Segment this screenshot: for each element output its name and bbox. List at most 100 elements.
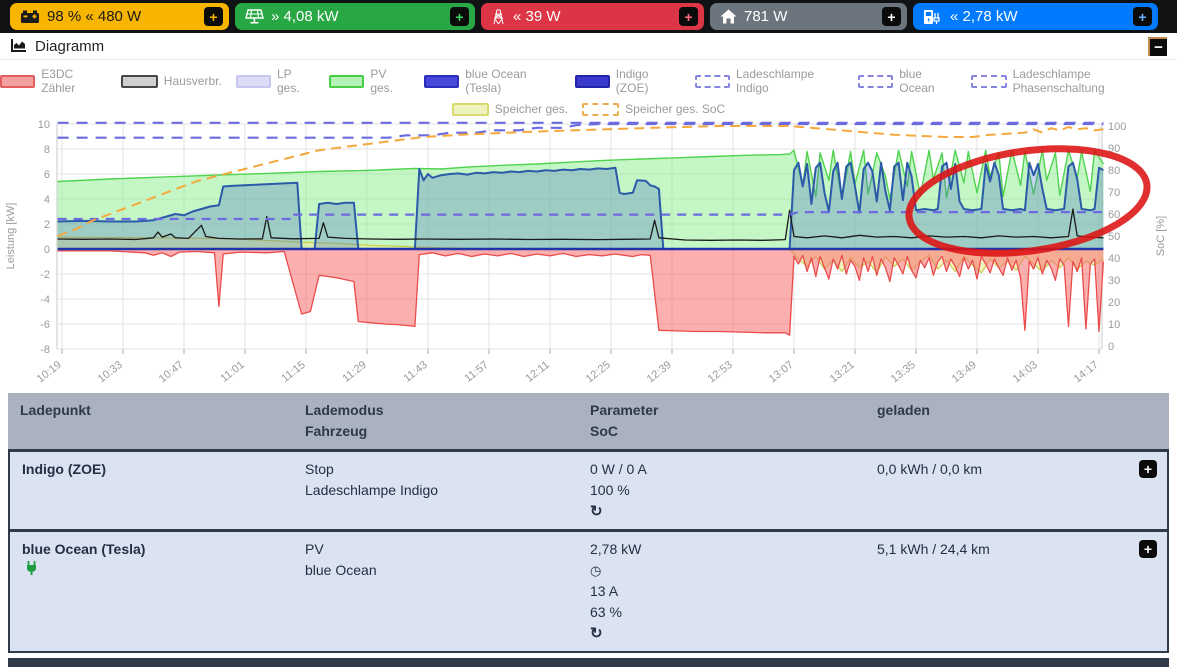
- chart-legend-row-2: Speicher ges. Speicher ges. SoC: [0, 102, 1177, 116]
- battery-status-badge[interactable]: 98 % « 480 W +: [10, 3, 229, 30]
- house-status-badge[interactable]: 781 W +: [710, 3, 907, 30]
- svg-text:30: 30: [1108, 275, 1120, 287]
- legend-item[interactable]: PV ges.: [329, 67, 410, 95]
- grid-badge-expand-button[interactable]: +: [679, 7, 698, 26]
- svg-text:-4: -4: [40, 294, 50, 306]
- legend-label: PV ges.: [370, 67, 393, 95]
- svg-text:-2: -2: [40, 269, 50, 281]
- panel-title: Diagramm: [35, 37, 105, 55]
- legend-swatch: [0, 74, 36, 88]
- legend-label: Hausverbr.: [163, 74, 222, 88]
- pv-badge-expand-button[interactable]: +: [450, 7, 469, 26]
- legend-swatch: [971, 74, 1007, 88]
- svg-text:100: 100: [1108, 121, 1126, 133]
- soc-refresh-icon[interactable]: ↻: [590, 625, 603, 642]
- table-header-row: Ladepunkt Lademodus Fahrzeug Parameter S…: [8, 393, 1169, 449]
- svg-text:12:39: 12:39: [645, 359, 674, 384]
- legend-item[interactable]: Speicher ges.: [451, 102, 569, 116]
- svg-text:-6: -6: [40, 319, 50, 331]
- legend-item[interactable]: blue Ocean (Tesla): [423, 67, 561, 95]
- svg-text:11:29: 11:29: [340, 359, 368, 384]
- svg-text:6: 6: [44, 169, 50, 181]
- svg-text:4: 4: [44, 194, 50, 206]
- row-expand-button[interactable]: +: [1139, 460, 1157, 478]
- svg-text:10: 10: [38, 119, 50, 131]
- header-ladepunkt: Ladepunkt: [20, 402, 91, 418]
- charge-mode: Stop: [305, 461, 334, 477]
- legend-label: Indigo (ZOE): [615, 67, 649, 95]
- legend-label: blue Ocean (Tesla): [465, 67, 527, 95]
- legend-item[interactable]: E3DC Zähler: [0, 67, 107, 95]
- legend-swatch: [423, 74, 460, 88]
- svg-text:10:33: 10:33: [96, 359, 125, 384]
- vehicle-soc: 100 %: [590, 482, 630, 498]
- svg-text:13:49: 13:49: [950, 359, 979, 384]
- legend-item[interactable]: blue Ocean: [858, 67, 957, 95]
- svg-text:12:11: 12:11: [523, 359, 551, 384]
- chargepoint-table: Ladepunkt Lademodus Fahrzeug Parameter S…: [8, 393, 1169, 653]
- row-expand-button[interactable]: +: [1139, 540, 1157, 558]
- solar-panel-icon: [245, 9, 264, 24]
- svg-text:14:03: 14:03: [1011, 359, 1040, 384]
- legend-swatch: [574, 74, 610, 88]
- house-badge-expand-button[interactable]: +: [882, 7, 901, 26]
- house-icon: [720, 9, 737, 24]
- plugged-in-icon: [26, 560, 305, 581]
- charged-amount: 5,1 kWh / 24,4 km: [877, 541, 990, 557]
- pv-status-badge[interactable]: » 4,08 kW +: [235, 3, 475, 30]
- vehicle-name: blue Ocean: [305, 562, 377, 578]
- svg-text:11:57: 11:57: [462, 359, 490, 384]
- svg-text:0: 0: [1108, 341, 1114, 353]
- legend-swatch: [858, 74, 894, 88]
- legend-swatch: [451, 102, 489, 116]
- svg-text:70: 70: [1108, 187, 1120, 199]
- chargepoint-badge-text: « 2,78 kW: [950, 8, 1018, 25]
- collapse-panel-button[interactable]: −: [1148, 36, 1167, 56]
- red-ellipse-annotation: [905, 145, 1151, 257]
- svg-text:11:43: 11:43: [401, 359, 429, 384]
- legend-item[interactable]: Ladeschlampe Phasenschaltung: [971, 67, 1177, 95]
- svg-text:50: 50: [1108, 231, 1120, 243]
- header-parameter: Parameter: [590, 402, 659, 418]
- battery-badge-text: 98 % « 480 W: [47, 8, 142, 25]
- svg-text:SoC [%]: SoC [%]: [1155, 216, 1167, 256]
- svg-text:10:47: 10:47: [157, 359, 186, 384]
- pv-badge-text: » 4,08 kW: [271, 8, 339, 25]
- svg-text:11:15: 11:15: [279, 359, 307, 384]
- chart-legend-row-1: E3DC Zähler Hausverbr. LP ges. PV ges. blue …: [0, 67, 1177, 95]
- svg-text:12:25: 12:25: [584, 359, 613, 384]
- svg-text:40: 40: [1108, 253, 1120, 265]
- legend-label: blue Ocean: [899, 67, 935, 95]
- soc-refresh-icon[interactable]: ↻: [590, 503, 603, 520]
- chargepoint-badge-expand-button[interactable]: +: [1133, 7, 1152, 26]
- charge-power: 2,78 kW: [590, 541, 642, 557]
- legend-item[interactable]: Speicher ges. SoC: [582, 102, 725, 116]
- legend-label: Speicher ges. SoC: [625, 102, 726, 116]
- legend-label: Ladeschlampe Indigo: [736, 67, 815, 95]
- legend-label: Speicher ges.: [494, 102, 569, 116]
- svg-text:14:17: 14:17: [1072, 359, 1101, 384]
- legend-label: LP ges.: [276, 67, 300, 95]
- svg-text:80: 80: [1108, 165, 1120, 177]
- charge-mode: PV: [305, 541, 324, 557]
- charged-amount: 0,0 kWh / 0,0 km: [877, 461, 983, 477]
- battery-badge-expand-button[interactable]: +: [204, 7, 223, 26]
- legend-item[interactable]: LP ges.: [235, 67, 315, 95]
- vehicle-name: Ladeschlampe Indigo: [305, 482, 439, 498]
- legend-item[interactable]: Indigo (ZOE): [574, 67, 681, 95]
- power-chart[interactable]: 10 8 6 4 2 0 -2 -4 -6 -8 10:19 10:33 10:47 11:01 11:15…: [0, 116, 1177, 387]
- power-pylon-icon: [491, 9, 506, 25]
- chargepoint-status-badge[interactable]: « 2,78 kW +: [913, 3, 1158, 30]
- svg-text:13:21: 13:21: [828, 359, 857, 384]
- svg-text:20: 20: [1108, 297, 1120, 309]
- header-lademodus: Lademodus: [305, 402, 384, 418]
- header-soc: SoC: [590, 423, 618, 439]
- legend-item[interactable]: Ladeschlampe Indigo: [694, 67, 844, 95]
- legend-item[interactable]: Hausverbr.: [120, 74, 222, 88]
- status-badge-bar: 98 % « 480 W + » 4,08 kW + « 39 W + 781 …: [0, 0, 1177, 33]
- grid-status-badge[interactable]: « 39 W +: [481, 3, 704, 30]
- legend-swatch: [694, 74, 730, 88]
- svg-text:10:19: 10:19: [35, 359, 64, 384]
- table-row-blue-ocean: blue Ocean (Tesla) PV blue Ocean 2,78 kW…: [10, 529, 1167, 651]
